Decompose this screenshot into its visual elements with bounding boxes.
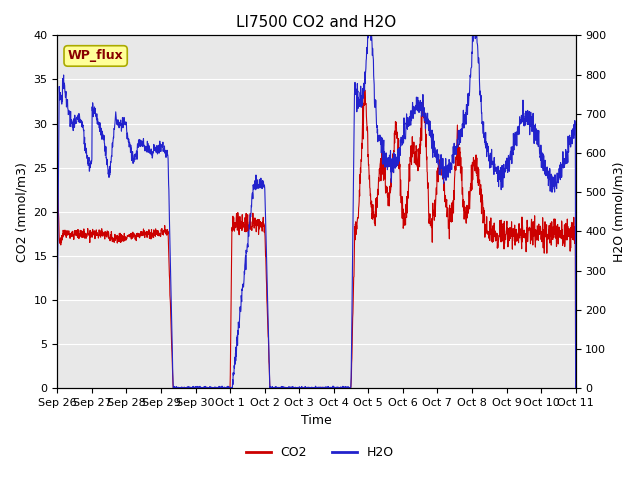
CO2 — [462, 213, 470, 218]
H2O — [80, 127, 88, 133]
H2O — [364, 33, 372, 38]
H2O — [462, 121, 470, 127]
Y-axis label: H2O (mmol/m3): H2O (mmol/m3) — [612, 162, 625, 262]
H2O — [557, 163, 564, 168]
CO2 — [54, 165, 61, 170]
CO2 — [572, 385, 579, 391]
H2O — [557, 172, 565, 178]
CO2 — [80, 226, 88, 232]
H2O — [306, 385, 314, 391]
X-axis label: Time: Time — [301, 414, 332, 427]
CO2 — [361, 87, 369, 93]
H2O — [292, 385, 300, 391]
H2O — [572, 385, 579, 391]
Y-axis label: CO2 (mmol/m3): CO2 (mmol/m3) — [15, 162, 28, 262]
H2O — [228, 385, 236, 391]
H2O — [54, 297, 61, 302]
Title: LI7500 CO2 and H2O: LI7500 CO2 and H2O — [236, 15, 397, 30]
Text: WP_flux: WP_flux — [68, 49, 124, 62]
CO2 — [557, 228, 564, 233]
Line: H2O: H2O — [58, 36, 575, 388]
CO2 — [292, 385, 300, 391]
Legend: CO2, H2O: CO2, H2O — [241, 441, 399, 464]
CO2 — [557, 230, 564, 236]
CO2 — [305, 385, 313, 391]
Line: CO2: CO2 — [58, 90, 575, 388]
